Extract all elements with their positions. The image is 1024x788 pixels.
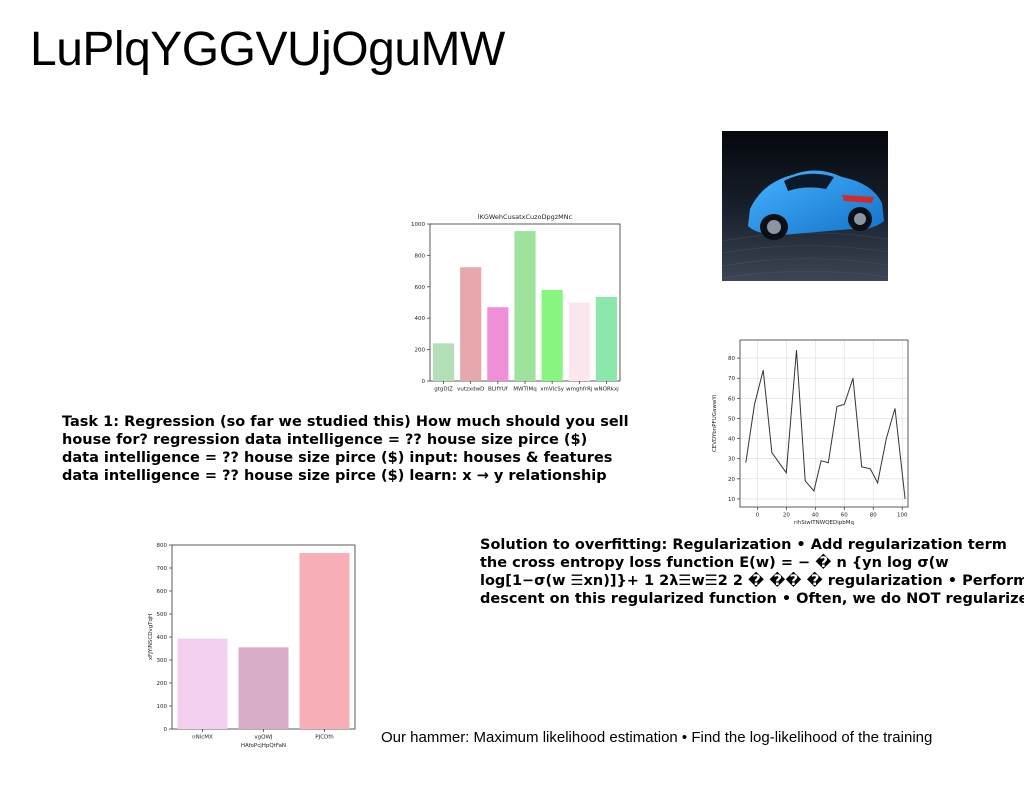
y-tick-label: 800: [157, 543, 168, 549]
y-tick-label: 0: [422, 379, 426, 385]
plot-frame: [739, 339, 909, 508]
y-tick-label: 80: [728, 356, 735, 362]
y-tick-label: 40: [728, 437, 735, 443]
x-tick-label: 20: [783, 513, 790, 519]
y-tick-label: 100: [157, 704, 168, 710]
y-tick-label: 400: [157, 635, 168, 641]
line-chart: 0 20 40 60 80 100 10 20 30 40 50 60 70 80 rihSiwlTNWQE…: [712, 339, 909, 526]
bar: [177, 638, 228, 729]
task-text-block: Task 1: Regression (so far we studied th…: [62, 413, 629, 485]
task-text-line: data intelligence = ?? house size pirce …: [62, 450, 613, 466]
x-tick-label: vutzxdwD: [457, 387, 484, 393]
bar: [595, 297, 618, 381]
y-tick-label: 200: [157, 681, 168, 687]
x-tick-label: wmghfrRj: [566, 387, 593, 393]
solution-text-block: Solution to overfitting: Regularization …: [480, 536, 1024, 608]
x-tick-label: vgQWJ: [254, 735, 273, 741]
x-tick-label: 40: [812, 513, 819, 519]
x-tick-label: 80: [870, 513, 877, 519]
bar-chart-top: 0 200 400 600 800 1000 gtgDlZ vutzxdwD BLIfYUf MW…: [411, 213, 621, 393]
bar: [432, 343, 455, 381]
bar: [568, 302, 590, 381]
task-text-line: Task 1: Regression (so far we studied th…: [62, 414, 629, 430]
y-tick-label: 10: [728, 497, 735, 503]
y-tick-label: 200: [415, 348, 426, 354]
y-tick-label: 0: [164, 727, 168, 733]
y-axis-label: xFJYlNSCDvgTqH: [148, 614, 154, 660]
solution-text-line: the cross entropy loss function E(w) = −…: [480, 555, 949, 571]
bar: [238, 647, 289, 729]
bar: [514, 231, 536, 381]
y-axis-label: CEVDYbnPFUGawwYi: [712, 394, 718, 452]
chart-title: lKGWehCusatxCuzoDpgzMNc: [478, 213, 573, 221]
slide-title: LuPlqYGGVUjOguMW: [30, 23, 505, 76]
y-tick-label: 30: [728, 457, 735, 463]
x-tick-label: 60: [841, 513, 848, 519]
y-tick-label: 1000: [411, 222, 425, 228]
x-tick-label: MWTIMq: [513, 387, 536, 393]
x-tick-label: nNlcMX: [192, 735, 213, 741]
solution-text-line: Solution to overfitting: Regularization …: [480, 537, 1007, 553]
car-photo: [722, 131, 888, 281]
series-line: [745, 350, 906, 500]
y-tick-label: 500: [157, 612, 168, 618]
y-tick-label: 700: [157, 566, 168, 572]
y-tick-label: 400: [415, 316, 426, 322]
x-tick-label: wNORkxj: [594, 387, 619, 393]
x-tick-label: xmVlcSy: [540, 387, 564, 393]
x-axis-label: rihSiwlTNWQEDipbMq: [794, 520, 854, 526]
x-tick-label: BLIfYUf: [488, 387, 509, 393]
y-tick-label: 60: [728, 396, 735, 402]
bar-chart-bottom: 0 100 200 300 400 500 600 700 800 nNlcMX vgQWJ PJCD…: [148, 543, 356, 749]
solution-text-line: log[1−σ(w ☰xn)]}+ 1 2λ☰w☰2 2 � �� � regu…: [480, 573, 1024, 589]
x-tick-label: 0: [756, 513, 760, 519]
y-tick-label: 600: [157, 589, 168, 595]
bar: [487, 307, 509, 381]
y-tick-label: 50: [728, 416, 735, 422]
y-tick-label: 20: [728, 477, 735, 483]
footer-text: Our hammer: Maximum likelihood estimatio…: [381, 729, 933, 746]
y-tick-label: 600: [415, 285, 426, 291]
bar: [460, 267, 482, 381]
task-text-line: house for? regression data intelligence …: [62, 432, 588, 448]
task-text-line: data intelligence = ?? house size pirce …: [62, 468, 607, 484]
y-tick-label: 800: [415, 253, 426, 259]
bar: [299, 553, 350, 729]
y-tick-label: 70: [728, 376, 735, 382]
solution-text-line: descent on this regularized function • O…: [480, 591, 1024, 607]
bar: [541, 289, 563, 381]
x-tick-label: 100: [897, 513, 908, 519]
x-tick-label: gtgDlZ: [434, 387, 453, 393]
x-axis-label: HAfoPcjHpQtFaN: [241, 743, 286, 749]
x-tick-label: PJCDfh: [315, 735, 334, 741]
y-tick-label: 300: [157, 658, 168, 664]
